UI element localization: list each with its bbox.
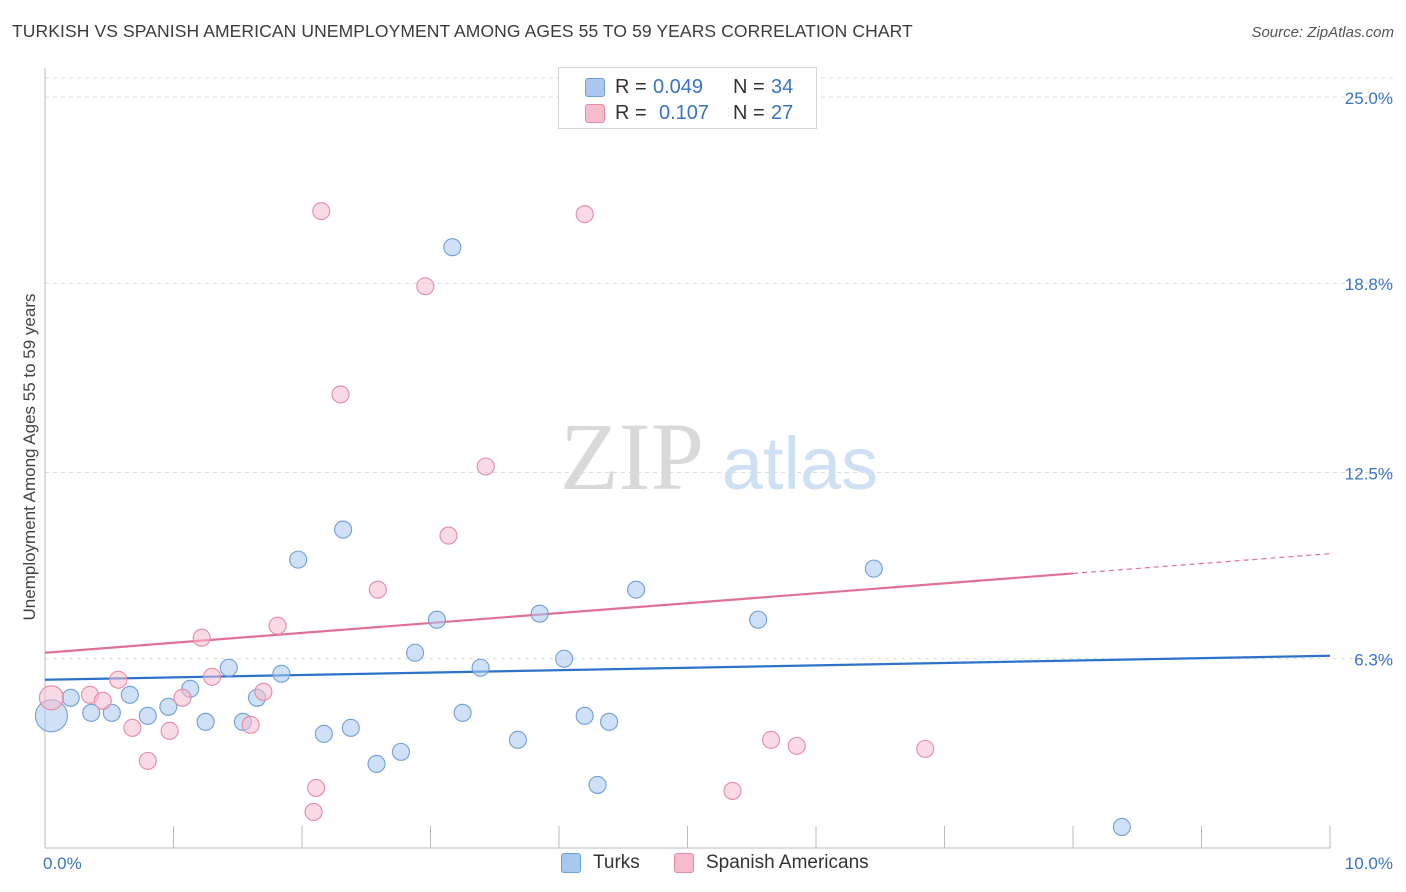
legend-r-label: R = bbox=[615, 75, 647, 98]
x-tick-label: 0.0% bbox=[43, 854, 82, 873]
y-tick-label: 6.3% bbox=[1354, 651, 1393, 670]
legend-n-value: 34 bbox=[771, 75, 794, 98]
spanish-americans-point bbox=[416, 277, 435, 296]
turks-point bbox=[443, 238, 462, 257]
spanish-americans-point bbox=[575, 205, 594, 224]
spanish-americans-point bbox=[123, 718, 142, 737]
turks-point bbox=[575, 706, 594, 725]
turks-point bbox=[138, 706, 157, 725]
legend-row-turks: R = 0.049 N = 34 bbox=[585, 74, 793, 100]
spanish-americans-point bbox=[254, 682, 273, 701]
turks-point bbox=[427, 610, 446, 629]
spanish-americans-point bbox=[109, 670, 128, 689]
turks-point bbox=[289, 550, 308, 569]
legend-r-value: 0.049 bbox=[653, 75, 704, 98]
legend-label-turks: Turks bbox=[593, 852, 640, 873]
y-axis-label: Unemployment Among Ages 55 to 59 years bbox=[20, 294, 39, 621]
turks-point bbox=[508, 730, 527, 749]
legend-item-turks[interactable]: Turks bbox=[561, 852, 640, 874]
x-tick-label: 10.0% bbox=[1345, 854, 1393, 873]
turks-point bbox=[471, 658, 490, 677]
spanish-americans-point bbox=[93, 691, 112, 710]
turks-point bbox=[120, 685, 139, 704]
spanish-americans-point bbox=[268, 616, 287, 635]
trend-lines bbox=[44, 553, 1331, 681]
trend-line-spanish-americans bbox=[44, 572, 1074, 654]
legend-swatch-turks bbox=[561, 853, 581, 873]
turks-point bbox=[159, 697, 178, 716]
spanish-americans-point bbox=[439, 526, 458, 545]
trend-line-extension bbox=[1072, 553, 1331, 575]
turks-point bbox=[367, 754, 386, 773]
spanish-americans-point bbox=[304, 802, 323, 822]
turks-point bbox=[588, 775, 607, 794]
spanish-americans-point bbox=[916, 739, 935, 758]
axes bbox=[44, 68, 1331, 849]
legend-swatch-spanish-americans bbox=[585, 103, 605, 123]
y-tick-label: 18.8% bbox=[1345, 275, 1393, 294]
turks-point bbox=[406, 643, 425, 662]
turks-point bbox=[314, 724, 333, 743]
spanish-americans-point bbox=[241, 715, 260, 734]
turks-point bbox=[530, 604, 549, 623]
turks-point bbox=[61, 688, 80, 707]
legend-r-label: R = bbox=[615, 101, 647, 124]
legend-label-spanish-americans: Spanish Americans bbox=[706, 852, 869, 873]
turks-point bbox=[749, 610, 768, 629]
watermark-atlas: atlas bbox=[722, 422, 878, 505]
legend-n-value: 27 bbox=[771, 101, 794, 124]
trend-line-turks bbox=[44, 654, 1331, 681]
turks-point bbox=[1112, 817, 1131, 837]
series-legend: Turks Spanish Americans bbox=[0, 852, 1406, 878]
spanish-americans-point bbox=[761, 730, 781, 749]
y-tick-label: 12.5% bbox=[1345, 465, 1393, 484]
spanish-americans-point bbox=[160, 721, 179, 740]
spanish-americans-point bbox=[723, 781, 742, 800]
legend-r-value: 0.107 bbox=[659, 101, 710, 124]
legend-n-label: N = bbox=[733, 75, 765, 98]
turks-point bbox=[627, 580, 646, 599]
legend-item-spanish-americans[interactable]: Spanish Americans bbox=[674, 852, 869, 874]
spanish-americans-point bbox=[307, 778, 326, 797]
turks-point bbox=[102, 703, 121, 722]
spanish-americans-point bbox=[476, 457, 495, 476]
turks-point bbox=[864, 559, 883, 578]
spanish-americans-point bbox=[787, 736, 806, 755]
chart-title: TURKISH VS SPANISH AMERICAN UNEMPLOYMENT… bbox=[12, 21, 913, 41]
turks-point bbox=[391, 742, 410, 761]
tick-labels: 6.3% 12.5% 18.8% 25.0% 0.0% 10.0% bbox=[43, 89, 1393, 873]
turks-point bbox=[82, 703, 101, 722]
spanish-americans-point bbox=[173, 688, 192, 707]
turks-point bbox=[453, 703, 472, 722]
y-tick-label: 25.0% bbox=[1345, 89, 1393, 108]
data-points bbox=[34, 202, 1131, 837]
watermark-zip: ZIP bbox=[560, 403, 704, 510]
spanish-americans-point bbox=[138, 751, 157, 770]
spanish-americans-point bbox=[203, 667, 222, 686]
spanish-americans-point bbox=[38, 685, 64, 711]
turks-point bbox=[555, 649, 574, 668]
spanish-americans-point bbox=[192, 628, 211, 647]
legend-swatch-turks bbox=[585, 77, 605, 97]
spanish-americans-point bbox=[312, 202, 331, 221]
source-label: Source: ZipAtlas.com bbox=[1251, 24, 1394, 41]
turks-point bbox=[600, 712, 619, 731]
turks-point bbox=[196, 712, 215, 731]
turks-point bbox=[341, 718, 360, 737]
legend-n-label: N = bbox=[733, 101, 765, 124]
legend-swatch-spanish-americans bbox=[674, 853, 694, 873]
turks-point bbox=[272, 664, 291, 683]
watermark: ZIP atlas bbox=[560, 403, 878, 510]
legend-row-spanish-americans: R = 0.107 N = 27 bbox=[585, 100, 793, 126]
turks-point bbox=[219, 658, 238, 677]
spanish-americans-point bbox=[331, 385, 350, 404]
correlation-legend: R = 0.049 N = 34 R = 0.107 N = 27 bbox=[558, 67, 817, 129]
spanish-americans-point bbox=[368, 580, 387, 599]
grid-lines bbox=[45, 77, 1395, 660]
turks-point bbox=[334, 520, 353, 539]
